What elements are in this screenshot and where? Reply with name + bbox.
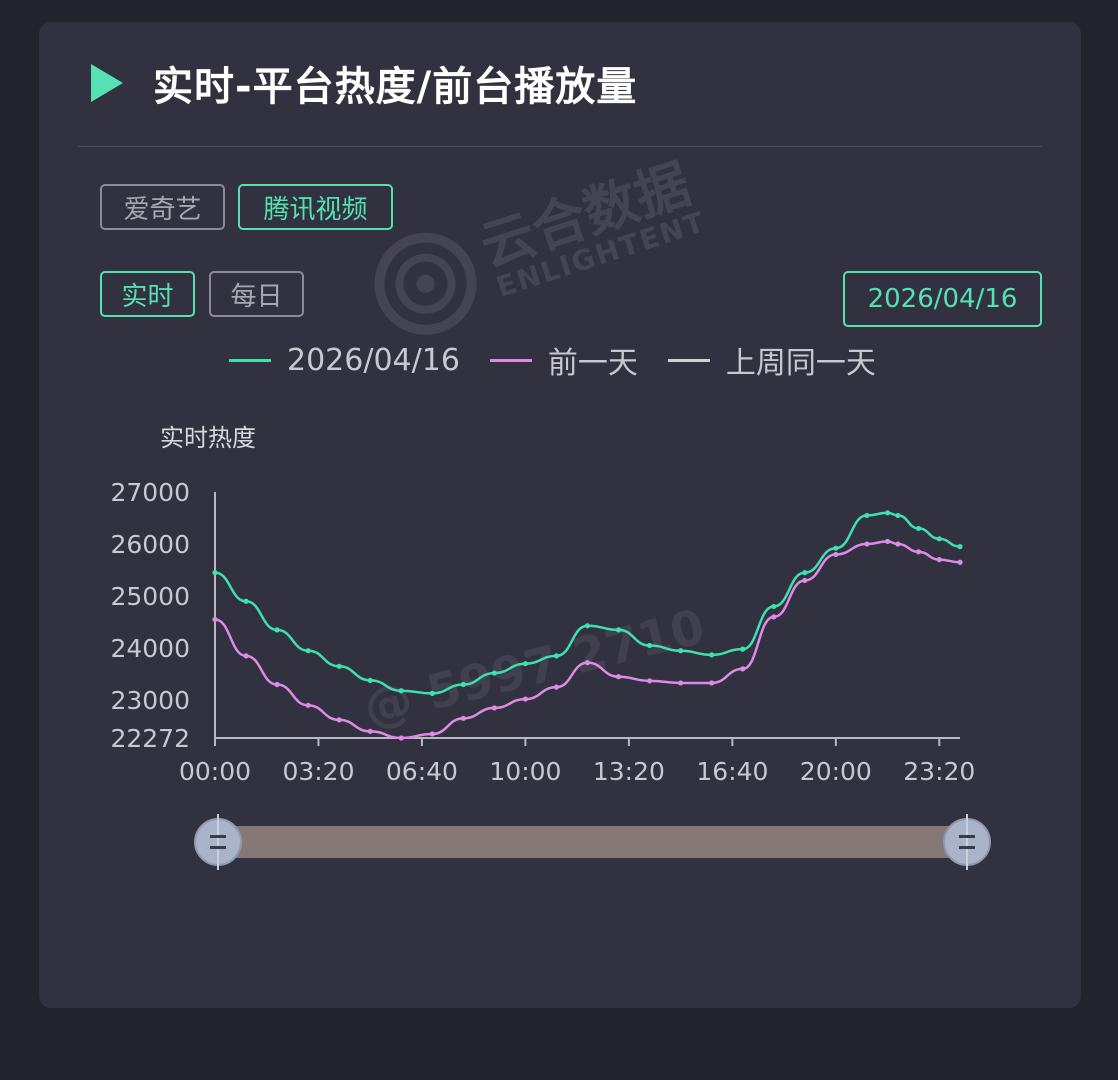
data-point — [243, 598, 249, 604]
data-point — [678, 680, 684, 686]
data-point — [740, 666, 746, 672]
data-point — [802, 577, 808, 584]
y-tick-label: 26000 — [110, 530, 190, 559]
data-point — [274, 627, 280, 633]
data-point — [709, 652, 715, 658]
data-point — [833, 545, 839, 551]
range-slider[interactable] — [194, 814, 991, 870]
x-tick-label: 06:40 — [386, 757, 458, 786]
legend-label-last-week: 上周同一天 — [725, 346, 876, 381]
data-point — [833, 551, 839, 558]
data-point — [771, 603, 777, 610]
data-point — [460, 715, 466, 721]
series-line-1 — [214, 540, 961, 740]
data-point — [864, 541, 870, 547]
data-point — [429, 690, 435, 696]
data-point — [771, 614, 777, 620]
range-handle-right[interactable] — [943, 814, 991, 870]
data-point — [646, 642, 653, 649]
x-tick-label: 00:00 — [179, 757, 251, 786]
x-tick-label: 16:40 — [696, 757, 768, 786]
play-triangle-icon — [91, 64, 123, 102]
legend-line-prev-day — [489, 358, 532, 362]
data-point — [884, 510, 891, 516]
x-tick-label: 10:00 — [489, 757, 561, 786]
data-point — [936, 557, 942, 563]
series-line-0 — [214, 511, 961, 695]
y-tick-label: 22272 — [110, 724, 190, 753]
data-point — [957, 544, 963, 550]
data-point — [429, 731, 435, 737]
title-row: 实时-平台热度/前台播放量 — [91, 58, 637, 110]
data-point — [367, 728, 373, 734]
data-point — [957, 559, 963, 565]
grip-icon — [959, 835, 975, 838]
data-point — [584, 623, 591, 629]
data-point — [895, 512, 901, 519]
legend-line-last-week — [667, 358, 710, 362]
page-title: 实时-平台热度/前台播放量 — [153, 64, 638, 110]
data-point — [336, 663, 342, 669]
data-point — [398, 688, 404, 694]
data-point — [646, 678, 653, 684]
tab-tencent-video[interactable]: 腾讯视频 — [238, 184, 393, 230]
data-point — [553, 653, 560, 659]
data-point — [522, 661, 529, 667]
x-tick-label: 13:20 — [593, 757, 665, 786]
data-point — [678, 648, 684, 654]
range-handle-left[interactable] — [194, 814, 242, 870]
data-point — [916, 549, 922, 555]
tab-realtime[interactable]: 实时 — [100, 271, 195, 317]
data-point — [212, 616, 218, 623]
data-point — [274, 681, 280, 688]
data-point — [615, 627, 622, 633]
data-point — [615, 674, 622, 680]
data-point — [212, 570, 218, 576]
data-point — [522, 696, 529, 702]
legend-item-prev-day[interactable]: 前一天 — [489, 338, 638, 382]
data-point — [584, 660, 591, 666]
data-point — [740, 646, 746, 652]
data-point — [367, 677, 373, 683]
x-tick-label: 23:20 — [903, 757, 975, 786]
y-tick-label: 24000 — [110, 634, 190, 663]
x-tick-label: 20:00 — [800, 757, 872, 786]
legend-label-prev-day: 前一天 — [547, 346, 638, 381]
data-point — [398, 735, 404, 741]
y-tick-label: 27000 — [110, 478, 190, 507]
grip-icon — [210, 846, 226, 849]
grip-icon — [210, 835, 226, 838]
data-point — [553, 684, 560, 690]
legend-label-today: 2026/04/16 — [287, 342, 460, 378]
divider — [78, 146, 1042, 147]
data-point — [305, 648, 311, 654]
data-point — [916, 525, 922, 532]
x-tick-label: 03:20 — [282, 757, 354, 786]
chart-legend: 2026/04/16 前一天 上周同一天 — [229, 338, 906, 382]
y-axis-label: 实时热度 — [160, 424, 256, 452]
data-point — [884, 538, 891, 545]
data-point — [864, 512, 870, 519]
data-point — [460, 681, 466, 688]
data-point — [491, 705, 497, 711]
data-point — [336, 717, 342, 723]
data-point — [305, 702, 311, 708]
range-slider-track — [218, 826, 968, 858]
grip-icon — [959, 846, 975, 849]
date-picker-button[interactable]: 2026/04/16 — [843, 271, 1042, 327]
data-point — [491, 670, 497, 676]
tab-daily[interactable]: 每日 — [209, 271, 304, 317]
data-point — [936, 536, 942, 542]
legend-item-last-week[interactable]: 上周同一天 — [667, 338, 876, 382]
legend-line-today — [229, 358, 271, 362]
y-tick-label: 25000 — [110, 582, 190, 611]
legend-item-today[interactable]: 2026/04/16 — [229, 343, 460, 378]
data-point — [709, 680, 715, 686]
data-point — [895, 541, 901, 547]
data-point — [802, 570, 808, 576]
y-tick-label: 23000 — [110, 686, 190, 715]
tab-iqiyi[interactable]: 爱奇艺 — [100, 184, 225, 230]
data-point — [243, 653, 249, 659]
